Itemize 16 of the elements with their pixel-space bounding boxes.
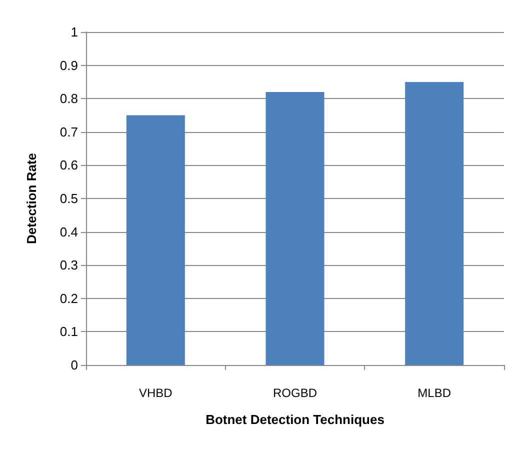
y-tick-label: 0.7 (60, 124, 78, 140)
x-axis-title: Botnet Detection Techniques (206, 412, 384, 427)
y-tick-label: 1 (70, 24, 78, 40)
x-tick-label: MLBD (418, 386, 452, 400)
y-tick-label: 0.5 (60, 191, 78, 206)
y-tick-label: 0.3 (60, 258, 78, 273)
y-axis-title: Detection Rate (24, 152, 39, 244)
y-tick-label: 0.9 (60, 58, 78, 73)
y-tick-label: 0.4 (60, 224, 78, 240)
x-tick-label: VHBD (138, 386, 173, 400)
y-tick-label: 0.2 (60, 290, 78, 306)
x-tick-label: ROGBD (272, 386, 318, 400)
y-tick-label: 0.6 (60, 158, 78, 173)
y-tick-label: 0 (70, 358, 78, 372)
y-tick-label: 0.1 (60, 324, 78, 340)
y-tick-label: 0.8 (60, 91, 78, 106)
